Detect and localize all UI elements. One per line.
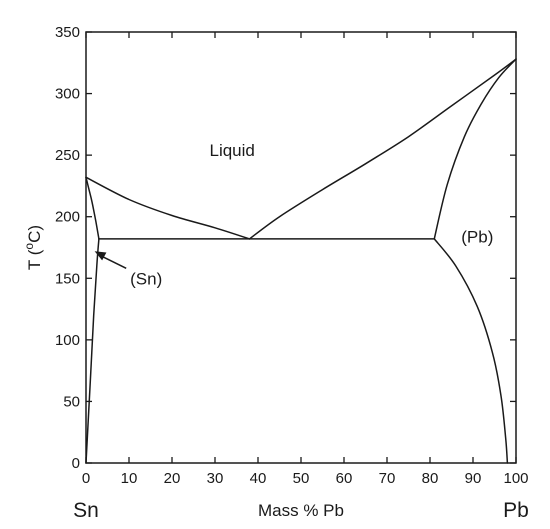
x-tick-label: 0 xyxy=(82,470,90,487)
x-tick-label: 40 xyxy=(250,470,267,487)
y-tick-label: 300 xyxy=(55,86,80,103)
phase-boundary-3 xyxy=(85,176,100,240)
annotation-arrow-line xyxy=(99,254,127,269)
region-label-3: (Sn) xyxy=(130,269,162,288)
x-axis-right-end-label: Pb xyxy=(503,499,529,522)
plot-frame xyxy=(85,31,517,464)
x-axis-label: Mass % Pb xyxy=(258,501,344,520)
phase-boundary-7 xyxy=(433,238,509,464)
y-tick-label: 0 xyxy=(72,455,80,472)
phase-boundary-2 xyxy=(248,58,517,240)
y-axis-label: T (oC) xyxy=(22,225,44,270)
annotation-arrowhead xyxy=(94,251,107,261)
x-tick-label: 60 xyxy=(336,470,353,487)
y-tick-label: 200 xyxy=(55,209,80,226)
y-tick-label: 100 xyxy=(55,332,80,349)
x-tick-label: 90 xyxy=(465,470,482,487)
region-annotations: Liquid (Pb) (Sn) xyxy=(94,141,493,288)
x-tick-label: 100 xyxy=(503,470,528,487)
x-tick-label: 70 xyxy=(379,470,396,487)
x-tick-label: 80 xyxy=(422,470,439,487)
y-tick-label: 350 xyxy=(55,24,80,41)
x-tick-label: 20 xyxy=(164,470,181,487)
region-label-2: (Pb) xyxy=(461,227,493,246)
x-tick-label: 10 xyxy=(121,470,138,487)
y-tick-label: 150 xyxy=(55,270,80,287)
axis-ticks: 0 10 20 30 40 50 60 70 80 90 100 0 50 100 150 200 250 300… xyxy=(55,24,529,487)
phase-boundary-curves xyxy=(85,58,517,464)
x-tick-label: 50 xyxy=(293,470,310,487)
region-label-1: Liquid xyxy=(210,141,255,160)
phase-boundary-1 xyxy=(85,176,251,240)
y-tick-label: 250 xyxy=(55,147,80,164)
x-axis-left-end-label: Sn xyxy=(73,499,99,522)
y-tick-label: 50 xyxy=(63,393,80,410)
phase-boundary-6 xyxy=(433,58,517,240)
phase-boundary-4 xyxy=(85,238,100,464)
x-tick-label: 30 xyxy=(207,470,224,487)
